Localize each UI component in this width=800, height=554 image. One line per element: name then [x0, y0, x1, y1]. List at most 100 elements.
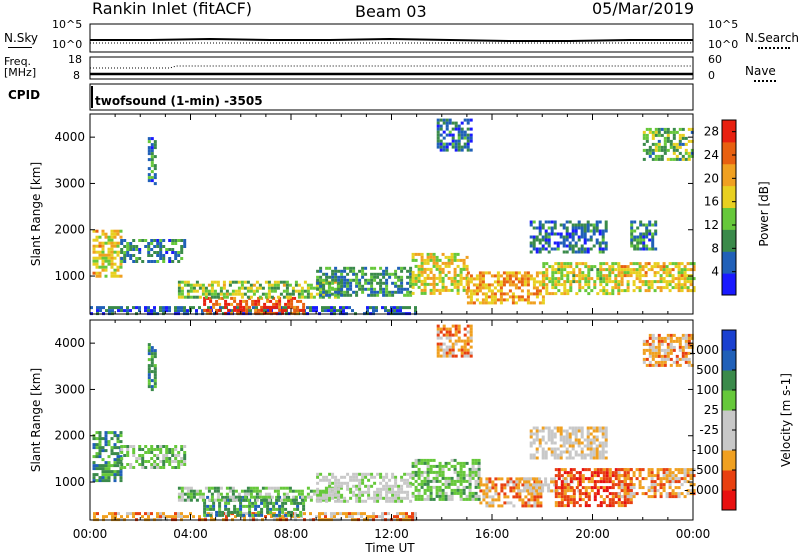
power-cell [686, 286, 690, 290]
velocity-cell [379, 481, 383, 485]
velocity-cell [648, 351, 652, 355]
velocity-cell [203, 507, 207, 511]
power-cell [147, 306, 150, 310]
power-cell [285, 280, 289, 284]
velocity-cell [400, 490, 404, 494]
velocity-cell [316, 481, 320, 485]
power-cell [420, 273, 424, 277]
power-cell [617, 280, 621, 284]
power-cell [529, 274, 533, 278]
velocity-cell [113, 443, 117, 447]
velocity-cell [653, 483, 657, 487]
power-cell [626, 271, 630, 275]
power-cell [484, 271, 488, 275]
power-cell [441, 261, 445, 265]
velocity-cell [638, 486, 642, 490]
velocity-cell [512, 489, 516, 493]
velocity-cell [632, 474, 636, 478]
velocity-cell [521, 498, 525, 502]
velocity-cell [411, 473, 415, 477]
power-cell [575, 274, 579, 278]
power-cell [641, 265, 645, 269]
power-cell [257, 308, 261, 312]
velocity-cell [352, 493, 356, 497]
velocity-cell [324, 512, 327, 516]
power-cell [502, 283, 506, 287]
velocity-cell [645, 348, 649, 352]
power-cell [276, 286, 280, 290]
velocity-cell [343, 499, 347, 503]
power-cell [462, 258, 466, 262]
power-cell [299, 308, 303, 312]
power-cell [275, 299, 279, 303]
velocity-cell [642, 357, 646, 361]
power-cell [623, 268, 627, 272]
power-cell [315, 306, 318, 310]
velocity-cell [153, 454, 157, 457]
power-cell [400, 281, 404, 285]
power-cell [95, 274, 99, 278]
velocity-cell [500, 504, 504, 508]
velocity-cell [532, 483, 536, 487]
power-cell [367, 293, 371, 297]
power-cell [547, 241, 551, 245]
power-cell [551, 265, 555, 269]
velocity-cell [583, 456, 587, 460]
velocity-cell [405, 512, 408, 516]
velocity-cell [254, 507, 258, 511]
velocity-cell [242, 498, 246, 502]
power-cell [659, 289, 663, 293]
velocity-cell [272, 501, 276, 505]
power-cell [529, 244, 533, 248]
velocity-cell [578, 504, 582, 508]
power-cell [672, 127, 676, 131]
power-cell [487, 286, 491, 290]
power-cell [441, 288, 445, 292]
velocity-cell [423, 458, 427, 462]
power-cell [642, 235, 646, 239]
velocity-cell [441, 482, 445, 486]
velocity-cell [438, 470, 442, 474]
power-cell [385, 266, 389, 270]
power-cell [638, 286, 642, 290]
velocity-cell [690, 342, 694, 346]
velocity-cell [456, 479, 460, 483]
velocity-cell [267, 492, 271, 496]
power-cell [240, 283, 244, 287]
velocity-cell [474, 485, 478, 489]
velocity-cell [471, 497, 475, 501]
nave-tick-top: 60 [708, 53, 722, 66]
velocity-cell [608, 480, 612, 484]
velocity-cell [249, 492, 253, 496]
power-cell [290, 311, 294, 315]
power-cell [255, 286, 259, 290]
power-cell [469, 295, 473, 299]
power-cell [192, 295, 196, 299]
velocity-cell [592, 453, 596, 457]
velocity-cell [515, 477, 519, 481]
power-cell [414, 279, 418, 283]
power-cell [334, 269, 338, 273]
power-cell [110, 232, 114, 236]
power-cell [551, 280, 555, 284]
velocity-cell [626, 492, 630, 496]
power-cell [675, 148, 679, 152]
power-cell [293, 308, 297, 312]
velocity-cell [589, 444, 593, 448]
velocity-cell [611, 504, 615, 508]
velocity-cell [474, 491, 478, 495]
velocity-cell [599, 480, 603, 484]
power-cell [463, 133, 467, 137]
power-cell [571, 223, 575, 227]
velocity-cell [394, 490, 398, 494]
power-cell [614, 280, 618, 284]
velocity-cell [227, 495, 231, 499]
velocity-cell [469, 339, 473, 343]
velocity-cell [249, 495, 253, 499]
power-cell [645, 244, 649, 248]
nsearch-label: N.Search [745, 31, 800, 45]
velocity-cell [553, 480, 557, 484]
velocity-cell [171, 466, 175, 469]
velocity-cell [668, 483, 672, 487]
power-cell [227, 308, 231, 312]
